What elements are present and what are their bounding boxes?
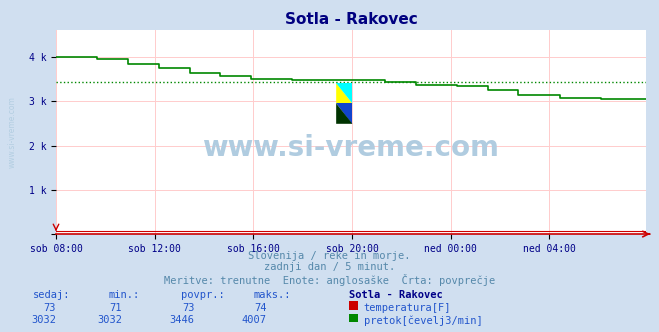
- Polygon shape: [336, 103, 353, 124]
- Text: 4007: 4007: [242, 315, 267, 325]
- Text: Slovenija / reke in morje.: Slovenija / reke in morje.: [248, 251, 411, 261]
- Text: temperatura[F]: temperatura[F]: [364, 303, 451, 313]
- Text: 71: 71: [109, 303, 122, 313]
- Polygon shape: [336, 83, 353, 103]
- Text: 73: 73: [182, 303, 194, 313]
- Text: min.:: min.:: [109, 290, 140, 300]
- Text: www.si-vreme.com: www.si-vreme.com: [7, 96, 16, 168]
- Text: sedaj:: sedaj:: [33, 290, 71, 300]
- Text: maks.:: maks.:: [254, 290, 291, 300]
- Text: Meritve: trenutne  Enote: anglosaške  Črta: povprečje: Meritve: trenutne Enote: anglosaške Črta…: [164, 274, 495, 286]
- Text: 73: 73: [43, 303, 56, 313]
- Polygon shape: [336, 103, 353, 124]
- Text: 3446: 3446: [169, 315, 194, 325]
- Text: 3032: 3032: [97, 315, 122, 325]
- Text: Sotla - Rakovec: Sotla - Rakovec: [349, 290, 443, 300]
- Text: pretok[čevelj3/min]: pretok[čevelj3/min]: [364, 315, 482, 326]
- Text: www.si-vreme.com: www.si-vreme.com: [202, 134, 500, 162]
- Text: 74: 74: [254, 303, 267, 313]
- Text: povpr.:: povpr.:: [181, 290, 225, 300]
- Text: 3032: 3032: [31, 315, 56, 325]
- Polygon shape: [336, 83, 353, 103]
- Title: Sotla - Rakovec: Sotla - Rakovec: [285, 12, 417, 27]
- Text: zadnji dan / 5 minut.: zadnji dan / 5 minut.: [264, 262, 395, 272]
